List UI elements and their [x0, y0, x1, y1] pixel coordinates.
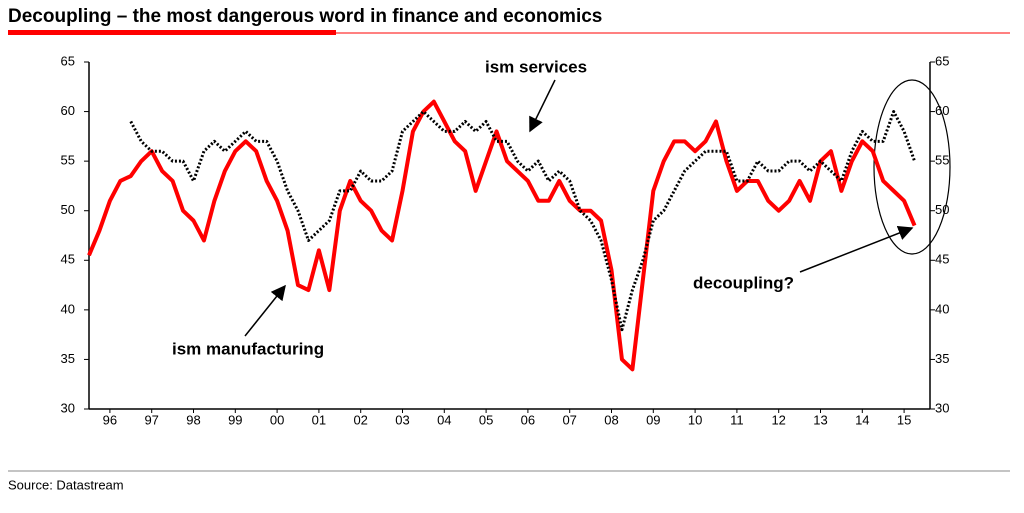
x-tick-label: 98	[186, 412, 200, 427]
x-tick-label: 96	[103, 412, 117, 427]
x-tick-label: 01	[312, 412, 326, 427]
source: Source: Datastream	[8, 477, 124, 492]
x-tick-label: 15	[897, 412, 911, 427]
annotation: decoupling?	[693, 273, 794, 292]
annotation: ism services	[485, 57, 587, 76]
y2-tick-label: 60	[935, 103, 949, 118]
y2-tick-label: 45	[935, 252, 949, 267]
y2-tick-label: 35	[935, 351, 949, 366]
x-tick-label: 06	[521, 412, 535, 427]
y-tick-label: 50	[61, 202, 75, 217]
y-tick-label: 45	[61, 252, 75, 267]
x-tick-label: 04	[437, 412, 451, 427]
y-tick-label: 30	[61, 400, 75, 415]
x-tick-label: 13	[813, 412, 827, 427]
x-tick-label: 00	[270, 412, 284, 427]
chart-title: Decoupling – the most dangerous word in …	[8, 6, 602, 27]
y2-tick-label: 40	[935, 301, 949, 316]
x-tick-label: 97	[144, 412, 158, 427]
x-tick-label: 02	[353, 412, 367, 427]
y2-tick-label: 50	[935, 202, 949, 217]
y-tick-label: 40	[61, 301, 75, 316]
arrow	[799, 225, 914, 273]
x-tick-label: 10	[688, 412, 702, 427]
x-tick-label: 99	[228, 412, 242, 427]
y-tick-label: 65	[61, 53, 75, 68]
arrow	[244, 284, 286, 337]
x-tick-label: 14	[855, 412, 869, 427]
series-line	[87, 99, 917, 372]
annotation: ism manufacturing	[172, 339, 324, 358]
x-tick-label: 12	[771, 412, 785, 427]
x-tick-label: 11	[730, 412, 744, 427]
arrow	[529, 79, 556, 133]
highlight-ellipse	[873, 79, 951, 255]
title-underline	[8, 30, 336, 35]
x-tick-label: 05	[479, 412, 493, 427]
x-tick-label: 09	[646, 412, 660, 427]
x-tick-label: 03	[395, 412, 409, 427]
x-tick-label: 07	[562, 412, 576, 427]
y2-tick-label: 30	[935, 400, 949, 415]
y-tick-label: 60	[61, 103, 75, 118]
y-tick-label: 35	[61, 351, 75, 366]
y-tick-label: 55	[61, 153, 75, 168]
y2-tick-label: 55	[935, 153, 949, 168]
y2-tick-label: 65	[935, 53, 949, 68]
x-tick-label: 08	[604, 412, 618, 427]
